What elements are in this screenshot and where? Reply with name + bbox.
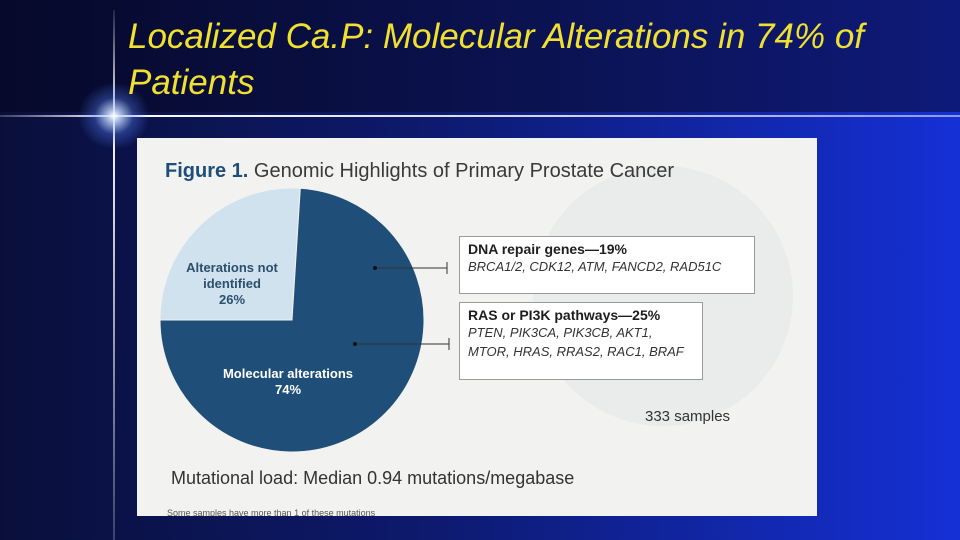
ras-pi3k-heading: RAS or PI3K pathways—25%	[468, 307, 661, 323]
ras-pi3k-box: RAS or PI3K pathways—25% PTEN, PIK3CA, P…	[459, 302, 703, 380]
slice-label-not-identified: Alterations not identified 26%	[177, 260, 287, 308]
slice-label-molecular: Molecular alterations 74%	[203, 366, 373, 398]
figure-title: Figure 1. Genomic Highlights of Primary …	[165, 160, 674, 183]
ras-pi3k-genes-line2: MTOR, HRAS, RRAS2, RAC1, BRAF	[468, 344, 684, 359]
leader-dot-ras	[353, 342, 357, 346]
dna-repair-genes: BRCA1/2, CDK12, ATM, FANCD2, RAD51C	[468, 259, 722, 274]
title-band	[0, 0, 960, 112]
pie-slice-not-identified	[159, 187, 301, 321]
ras-pi3k-genes-line1: PTEN, PIK3CA, PIK3CB, AKT1,	[468, 325, 653, 340]
slice-label-not-identified-text: Alterations not identified	[186, 260, 278, 291]
footnote: Some samples have more than 1 of these m…	[167, 508, 376, 516]
figure-panel: Figure 1. Genomic Highlights of Primary …	[137, 138, 817, 516]
figure-title-text: Genomic Highlights of Primary Prostate C…	[253, 160, 675, 182]
mutational-load: Mutational load: Median 0.94 mutations/m…	[171, 468, 575, 488]
background-circle	[533, 166, 793, 426]
slice-label-not-identified-value: 26%	[218, 292, 246, 307]
vertical-rule	[113, 10, 115, 540]
figure-label: Figure 1.	[165, 160, 249, 182]
dna-repair-heading: DNA repair genes—19%	[468, 241, 627, 257]
horizontal-rule	[0, 115, 960, 117]
pie-slice-molecular	[159, 187, 425, 453]
leader-dot-dna	[373, 266, 377, 270]
slice-label-molecular-value: 74%	[274, 382, 302, 397]
slice-label-molecular-text: Molecular alterations	[222, 366, 354, 381]
sample-count: 333 samples	[645, 408, 731, 425]
slide-title: Localized Ca.P: Molecular Alterations in…	[128, 17, 865, 102]
dna-repair-box: DNA repair genes—19% BRCA1/2, CDK12, ATM…	[459, 236, 755, 294]
